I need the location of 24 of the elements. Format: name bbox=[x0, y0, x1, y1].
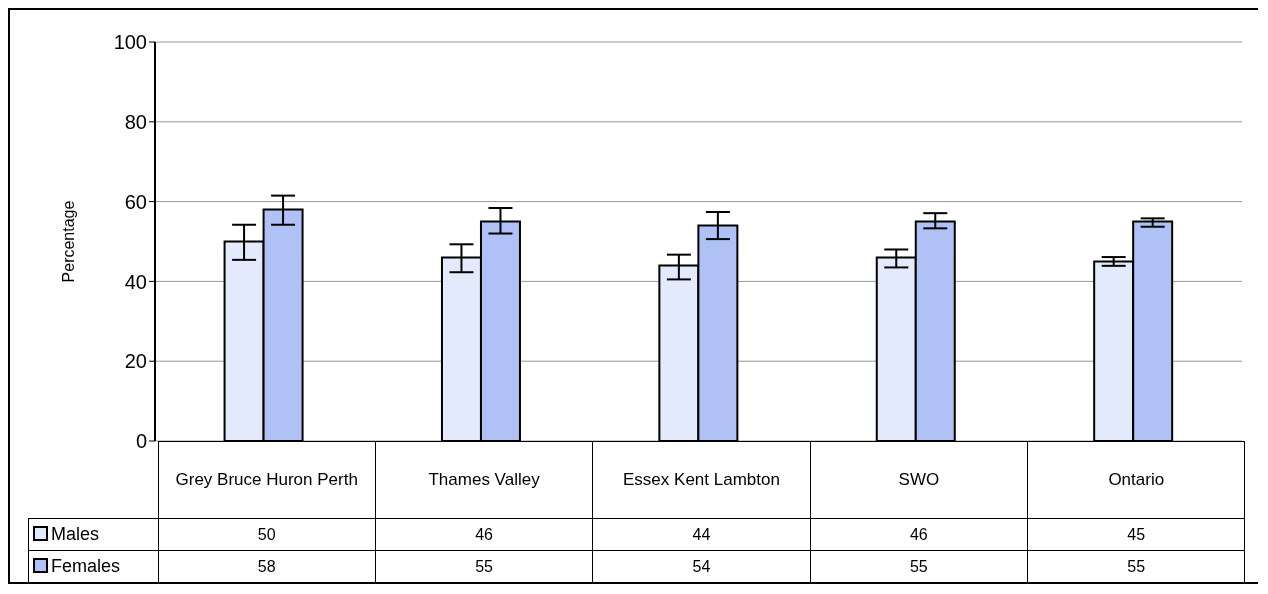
y-tick-label: 40 bbox=[124, 270, 147, 293]
y-axis-title: Percentage bbox=[59, 200, 77, 283]
legend-label: Females bbox=[28, 550, 158, 583]
x-tick-label: Ontario bbox=[1027, 441, 1245, 519]
y-tick-label: 20 bbox=[124, 350, 147, 373]
x-tick-label: Essex Kent Lambton bbox=[592, 441, 811, 519]
data-label: 54 bbox=[592, 550, 811, 583]
data-label: 55 bbox=[375, 550, 593, 583]
legend-label: Males bbox=[28, 518, 158, 551]
data-label: 55 bbox=[1027, 550, 1245, 583]
data-label: 50 bbox=[158, 518, 376, 551]
y-tick-label: 0 bbox=[135, 430, 147, 453]
data-label: 55 bbox=[810, 550, 1028, 583]
x-tick-label: Grey Bruce Huron Perth bbox=[158, 441, 376, 519]
y-tick-label: 60 bbox=[124, 190, 147, 213]
x-tick-label: SWO bbox=[810, 441, 1028, 519]
data-label: 58 bbox=[158, 550, 376, 583]
x-tick-label: Thames Valley bbox=[375, 441, 593, 519]
y-tick-label: 80 bbox=[124, 110, 147, 133]
y-tick-label: 100 bbox=[113, 31, 147, 54]
data-label: 46 bbox=[375, 518, 593, 551]
data-label: 46 bbox=[810, 518, 1028, 551]
data-label: 44 bbox=[592, 518, 811, 551]
data-label: 45 bbox=[1027, 518, 1245, 551]
